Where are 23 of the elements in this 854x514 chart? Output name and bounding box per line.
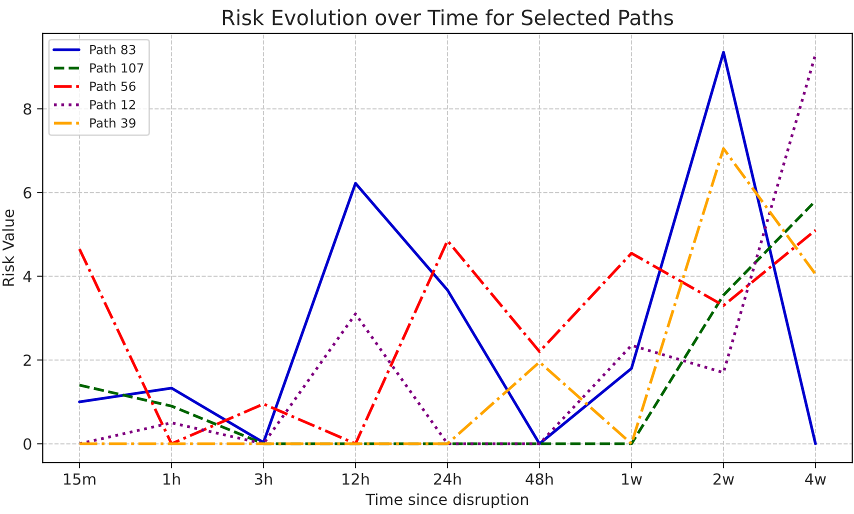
chart-title: Risk Evolution over Time for Selected Paths xyxy=(223,9,674,26)
line-series xyxy=(78,147,817,446)
legend-label: Path 83 xyxy=(90,44,136,54)
y-tick-label: 0 xyxy=(24,438,32,450)
x-tick-label: 4w xyxy=(805,473,826,485)
x-axis-title: Time since disruption xyxy=(366,493,528,508)
x-tick-label: 2w xyxy=(714,473,734,485)
legend-label: Path 107 xyxy=(90,63,144,73)
y-tick-label: 6 xyxy=(24,186,32,199)
legend-label: Path 56 xyxy=(90,81,136,92)
legend-label: Path 12 xyxy=(90,100,136,110)
y-tick-label: 2 xyxy=(24,354,31,366)
y-tick-label: 8 xyxy=(24,103,32,115)
x-tick-label: 15m xyxy=(64,473,96,485)
y-axis-title: Risk Value xyxy=(2,210,14,286)
x-tick-label: 12h xyxy=(342,473,369,485)
legend-label: Path 39 xyxy=(90,118,136,128)
x-tick-label: 3h xyxy=(254,473,272,485)
y-tick-label: 4 xyxy=(23,270,32,282)
x-tick-label: 1h xyxy=(163,473,180,485)
x-tick-label: 48h xyxy=(526,473,553,485)
x-tick-label: 24h xyxy=(434,473,461,485)
x-tick-label: 1w xyxy=(622,473,642,485)
